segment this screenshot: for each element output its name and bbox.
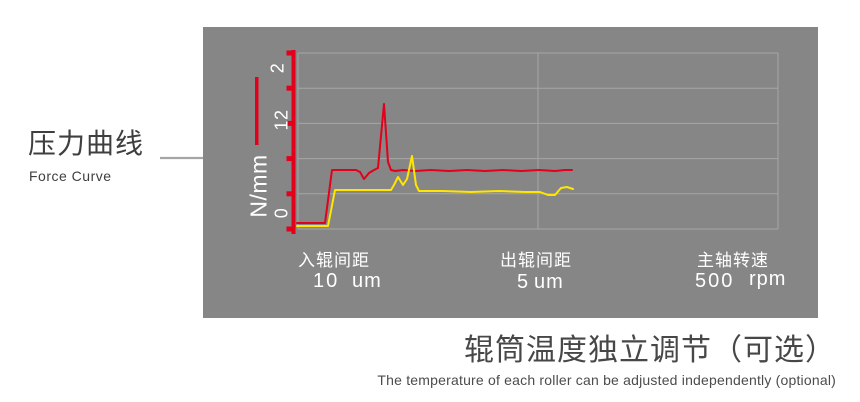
- y-axis-line: [291, 50, 296, 234]
- param-inlet-gap-label: 入辊间距: [298, 251, 370, 270]
- y-axis-tick: [286, 120, 296, 126]
- y-axis-tick: [286, 156, 296, 162]
- y-axis-tick: [286, 50, 296, 56]
- param-spindle-speed-label: 主轴转速: [697, 251, 769, 270]
- caption-zh: 辊筒温度独立调节（可选）: [464, 334, 836, 367]
- param-inlet-gap-unit: um: [352, 270, 382, 292]
- pressure-curve-title-en: Force Curve: [29, 168, 112, 184]
- param-outlet-gap-unit: um: [534, 271, 564, 293]
- red-series-legend-dash: [255, 77, 259, 145]
- param-spindle-speed-value: 500: [695, 270, 735, 292]
- y-tick-0: 0: [271, 207, 292, 219]
- param-outlet-gap-value: 5: [517, 271, 531, 293]
- pressure-curve-title-zh: 压力曲线: [28, 128, 145, 159]
- param-inlet-gap-value: 10: [313, 270, 340, 292]
- force-curve-panel: 0 12 2 N/mm 入辊间距 10 um 出辊间距 5 um 主轴转速 50…: [203, 27, 818, 318]
- series-force-upper-red: [296, 103, 573, 224]
- caption-en: The temperature of each roller can be ad…: [377, 372, 836, 388]
- y-tick-2: 2: [267, 62, 288, 74]
- series-force-lower-yellow: [296, 155, 574, 227]
- y-axis-unit-label: N/mm: [245, 154, 272, 218]
- y-axis-tick: [286, 85, 296, 91]
- y-axis-tick: [286, 226, 296, 232]
- param-spindle-speed-unit: rpm: [749, 268, 787, 290]
- force-curve-chart: [255, 50, 779, 234]
- caption-block: 辊筒温度独立调节（可选） The temperature of each rol…: [377, 331, 836, 388]
- y-axis-tick: [286, 191, 296, 197]
- param-outlet-gap-label: 出辊间距: [500, 251, 572, 270]
- y-tick-12: 12: [271, 109, 292, 131]
